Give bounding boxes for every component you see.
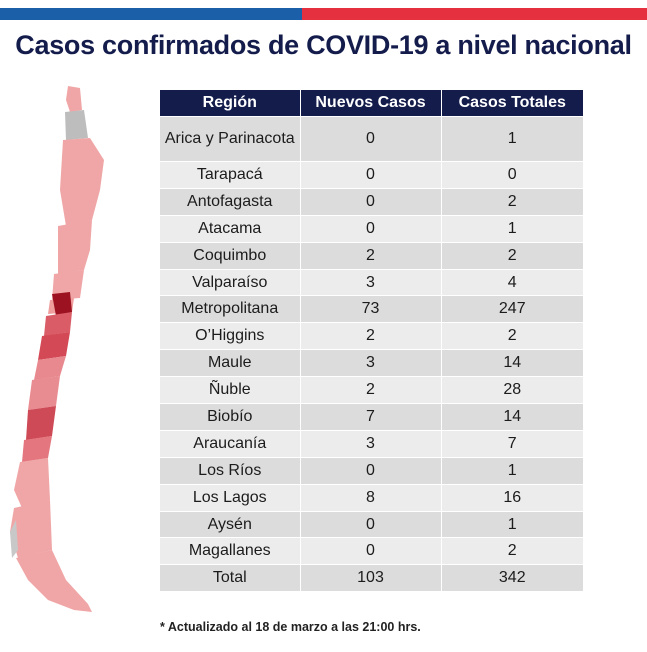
- cell-region: Metropolitana: [160, 295, 301, 323]
- cell-new-cases: 0: [300, 116, 442, 162]
- table-row: O’Higgins 2 2: [160, 322, 583, 350]
- table-row: Valparaíso 3 4: [160, 268, 583, 296]
- map-region-metropolitana: [52, 292, 72, 316]
- cell-total-cases: 14: [441, 403, 583, 431]
- cell-region: Los Lagos: [160, 483, 301, 512]
- map-region-coquimbo: [52, 270, 84, 300]
- cell-region: Coquimbo: [160, 241, 301, 270]
- map-region-tarapaca: [65, 110, 88, 140]
- map-region-maule: [38, 332, 70, 360]
- cell-total-cases: 0: [441, 161, 583, 189]
- table-row: Coquimbo 2 2: [160, 241, 583, 270]
- cell-total-cases: 1: [441, 510, 583, 538]
- cell-total-cases: 342: [441, 564, 583, 592]
- cell-region: Araucanía: [160, 429, 301, 458]
- cell-total-cases: 2: [441, 537, 583, 565]
- cell-region: Antofagasta: [160, 187, 301, 216]
- map-region-magallanes: [16, 550, 92, 612]
- cell-new-cases: 0: [300, 161, 442, 189]
- header-new-cases: Nuevos Casos: [300, 90, 442, 117]
- cell-region: Biobío: [160, 403, 301, 431]
- cell-total-cases: 2: [441, 187, 583, 216]
- cell-region: Atacama: [160, 214, 301, 243]
- page-title: Casos confirmados de COVID-19 a nivel na…: [15, 30, 632, 60]
- map-region-los-rios: [22, 436, 52, 462]
- table-row: Arica y Parinacota 0 1: [160, 116, 583, 162]
- cell-total-cases: 2: [441, 241, 583, 270]
- cell-region: Total: [160, 564, 301, 592]
- map-region-aysen: [10, 500, 52, 558]
- map-region-nuble: [34, 356, 66, 380]
- cell-new-cases: 2: [300, 241, 442, 270]
- cell-new-cases: 0: [300, 187, 442, 216]
- table-row: Maule 3 14: [160, 349, 583, 377]
- cell-region: Aysén: [160, 510, 301, 538]
- cell-total-cases: 14: [441, 349, 583, 377]
- header-total-cases: Casos Totales: [441, 90, 583, 117]
- cell-new-cases: 73: [300, 295, 442, 323]
- cell-new-cases: 103: [300, 564, 442, 592]
- cell-new-cases: 0: [300, 510, 442, 538]
- cell-total-cases: 1: [441, 116, 583, 162]
- cell-new-cases: 0: [300, 537, 442, 565]
- cell-total-cases: 16: [441, 483, 583, 512]
- table-row: Metropolitana 73 247: [160, 295, 583, 323]
- table-row: Magallanes 0 2: [160, 537, 583, 565]
- table-row: Aysén 0 1: [160, 510, 583, 538]
- cell-new-cases: 0: [300, 214, 442, 243]
- cell-total-cases: 4: [441, 268, 583, 296]
- cell-region: O’Higgins: [160, 322, 301, 350]
- table-header-row: Región Nuevos Casos Casos Totales: [160, 90, 583, 117]
- cell-new-cases: 2: [300, 322, 442, 350]
- cell-region: Valparaíso: [160, 268, 301, 296]
- table-row: Tarapacá 0 0: [160, 161, 583, 189]
- map-region-antofagasta: [60, 138, 104, 226]
- table-row: Araucanía 3 7: [160, 429, 583, 458]
- table-total-row: Total 103 342: [160, 564, 583, 592]
- cell-total-cases: 28: [441, 376, 583, 404]
- chile-map: [10, 86, 104, 612]
- map-islands: [10, 520, 18, 558]
- covid-cases-table: Región Nuevos Casos Casos Totales Arica …: [160, 90, 583, 592]
- cell-region: Los Ríos: [160, 456, 301, 485]
- cell-total-cases: 1: [441, 214, 583, 243]
- cell-new-cases: 7: [300, 403, 442, 431]
- map-region-biobio: [28, 376, 60, 410]
- cell-region: Maule: [160, 349, 301, 377]
- table-row: Atacama 0 1: [160, 214, 583, 243]
- cell-new-cases: 3: [300, 268, 442, 296]
- map-region-arica: [66, 86, 82, 112]
- cell-new-cases: 3: [300, 429, 442, 458]
- cell-region: Tarapacá: [160, 161, 301, 189]
- cell-new-cases: 2: [300, 376, 442, 404]
- cell-region: Arica y Parinacota: [160, 116, 301, 162]
- cell-total-cases: 2: [441, 322, 583, 350]
- footnote: * Actualizado al 18 de marzo a las 21:00…: [160, 620, 421, 634]
- cell-total-cases: 247: [441, 295, 583, 323]
- cell-total-cases: 7: [441, 429, 583, 458]
- table-row: Los Lagos 8 16: [160, 483, 583, 512]
- cell-new-cases: 3: [300, 349, 442, 377]
- cell-region: Magallanes: [160, 537, 301, 565]
- table-row: Antofagasta 0 2: [160, 187, 583, 216]
- table-row: Los Ríos 0 1: [160, 456, 583, 485]
- cell-new-cases: 8: [300, 483, 442, 512]
- table-row: Biobío 7 14: [160, 403, 583, 431]
- cell-total-cases: 1: [441, 456, 583, 485]
- flag-stripe-red: [302, 8, 647, 20]
- map-region-ohiggins: [44, 312, 72, 336]
- table-row: Ñuble 2 28: [160, 376, 583, 404]
- flag-stripe-blue: [0, 8, 302, 20]
- cell-region: Ñuble: [160, 376, 301, 404]
- map-region-araucania: [26, 406, 56, 440]
- map-region-atacama: [58, 220, 92, 274]
- map-region-los-lagos: [14, 458, 50, 508]
- header-region: Región: [160, 90, 301, 117]
- cell-new-cases: 0: [300, 456, 442, 485]
